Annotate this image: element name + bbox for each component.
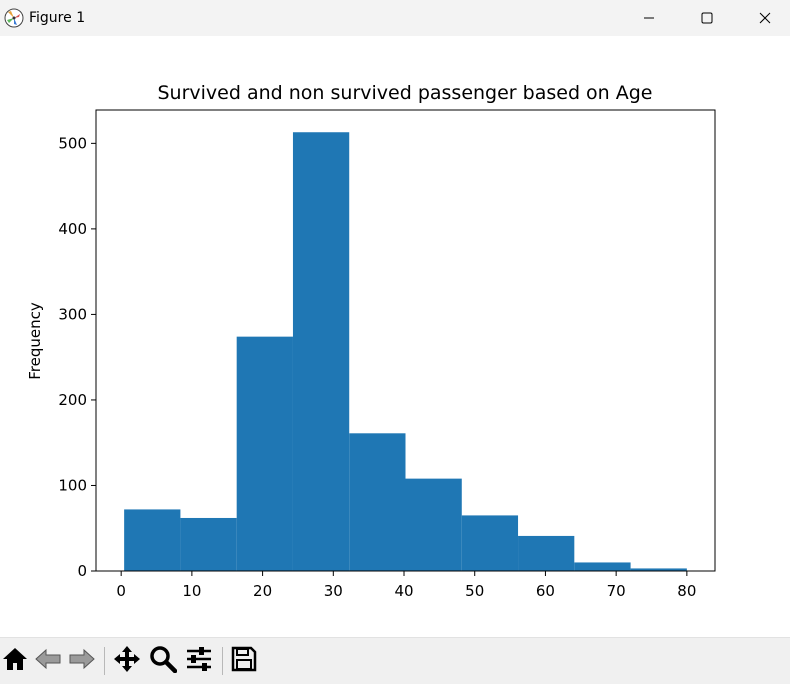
maximize-icon (701, 12, 713, 24)
minimize-icon (643, 12, 655, 24)
histogram-bar (518, 535, 575, 571)
save-icon (231, 646, 257, 676)
y-tick-label: 400 (58, 220, 87, 238)
histogram-bar (124, 509, 181, 571)
axes-frame (95, 109, 716, 572)
pan-icon (113, 645, 141, 677)
maximize-button[interactable] (678, 0, 736, 36)
close-icon (759, 12, 771, 24)
y-tick-label: 300 (58, 305, 87, 323)
histogram-bar (236, 336, 293, 571)
matplotlib-logo-icon (4, 8, 24, 28)
histogram-bar (349, 433, 406, 571)
toolbar-separator (222, 647, 223, 675)
back-icon (34, 646, 62, 676)
close-button[interactable] (736, 0, 790, 36)
home-icon (2, 646, 28, 676)
y-tick-label: 100 (58, 476, 87, 494)
x-tick-label: 40 (394, 582, 413, 600)
histogram-bar (461, 515, 519, 571)
histogram-bar (630, 568, 687, 571)
save-button[interactable] (229, 646, 259, 676)
histogram-bar (405, 478, 462, 571)
y-tick-label: 200 (58, 391, 87, 409)
title-bar[interactable]: Figure 1 (0, 0, 790, 36)
window-title: Figure 1 (29, 10, 86, 26)
pan-button[interactable] (112, 646, 142, 676)
x-tick-label: 0 (116, 582, 126, 600)
minimize-button[interactable] (620, 0, 678, 36)
configure-subplots-icon (185, 645, 213, 677)
histogram-bar (574, 562, 631, 571)
x-tick-label: 30 (324, 582, 343, 600)
histogram-bar (292, 132, 350, 571)
y-axis-label: Frequency (26, 302, 44, 380)
histogram-chart: Survived and non survived passenger base… (26, 82, 716, 600)
figure-canvas[interactable]: Survived and non survived passenger base… (0, 36, 790, 636)
bars-group (124, 132, 687, 571)
x-tick-label: 10 (182, 582, 201, 600)
histogram-bar (180, 517, 237, 571)
zoom-icon (149, 645, 178, 677)
x-tick-label: 50 (465, 582, 484, 600)
chart-title: Survived and non survived passenger base… (158, 82, 653, 104)
x-tick-label: 60 (536, 582, 555, 600)
zoom-button[interactable] (148, 646, 178, 676)
back-button[interactable] (33, 646, 63, 676)
forward-button[interactable] (67, 646, 97, 676)
axes-group: 0 10 20 30 40 50 60 70 80 0 100 200 300 400 500 (58, 109, 716, 600)
home-button[interactable] (0, 646, 30, 676)
x-tick-label: 80 (677, 582, 696, 600)
navigation-toolbar (0, 637, 790, 684)
configure-subplots-button[interactable] (184, 646, 214, 676)
forward-icon (68, 646, 96, 676)
x-tick-label: 20 (253, 582, 272, 600)
y-tick-label: 500 (58, 134, 87, 152)
toolbar-separator (104, 647, 105, 675)
x-tick-label: 70 (607, 582, 626, 600)
y-tick-label: 0 (77, 562, 87, 580)
